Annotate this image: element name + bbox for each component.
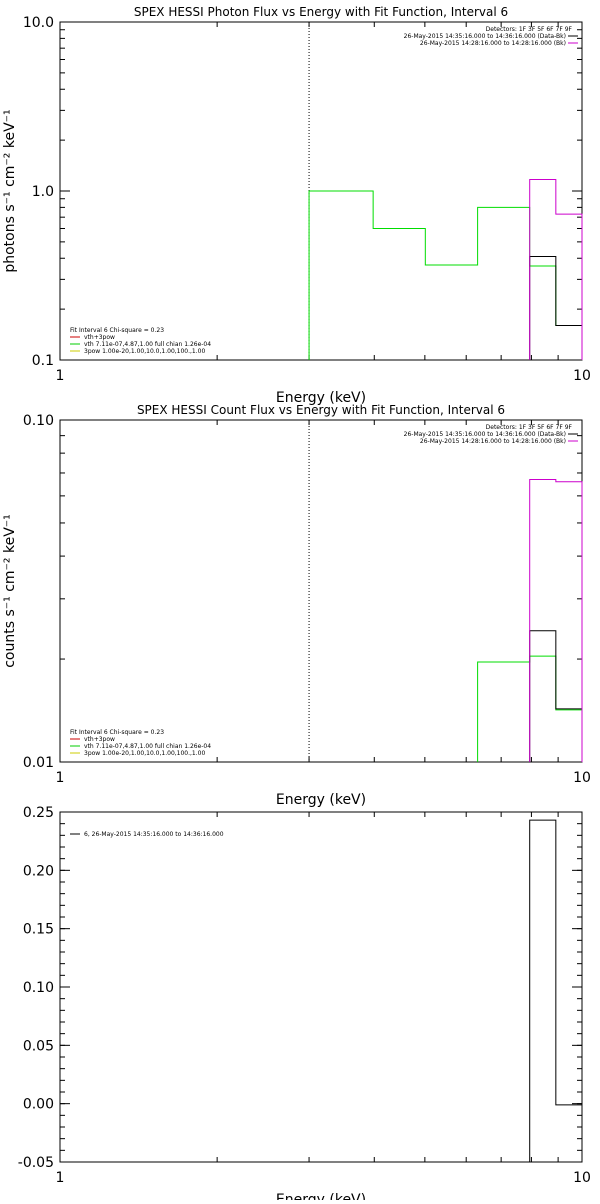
y-tick-label: 1.0 [32,184,54,200]
series-group [477,478,583,762]
legend-left-entry: vth 7.11e-07,4.87,1.00 full chian 1.26e-… [84,743,211,750]
y-axis-label: photons s⁻¹ cm⁻² keV⁻¹ [2,109,18,272]
x-axis-label: Energy (keV) [276,1192,366,1200]
y-tick-label: 0.1 [32,353,54,369]
plot-frame [59,811,583,1163]
y-tick-label: 0.20 [23,863,54,879]
x-tick-label: 10 [573,770,591,786]
series-1-steps [529,819,583,1162]
detectors-label: Detectors: 1F 3F 5F 6F 7F 9F [486,26,573,33]
y-tick-label: 0.10 [23,413,54,429]
x-axis-label: Energy (keV) [276,390,366,406]
y-tick-label: 0.05 [23,1038,54,1054]
y-axis-ticks [60,811,582,1163]
series-3-steps [529,478,583,762]
y-tick-label: 0.15 [23,922,54,938]
chart-title: SPEX HESSI Photon Flux vs Energy with Fi… [134,5,508,19]
legend-right-entry: 26-May-2015 14:35:16.000 to 14:36:16.000… [404,431,566,438]
x-axis-ticks [59,420,583,762]
y-tick-label: -0.05 [18,1155,54,1171]
series-1-steps [477,655,583,762]
x-axis-ticks [59,812,583,1162]
legend-left-entry: Fit Interval 6 Chi-square = 0.23 [70,729,164,736]
chart-panel-2: SPEX HESSI Count Flux vs Energy with Fit… [2,403,591,808]
legend-right-entry: 26-May-2015 14:35:16.000 to 14:36:16.000… [404,33,566,40]
y-tick-label: 0.01 [23,755,54,771]
chart-title: SPEX HESSI Count Flux vs Energy with Fit… [137,403,505,417]
series-2-steps [529,630,583,762]
x-tick-label: 1 [56,770,65,786]
legend-right-entry: 26-May-2015 14:28:16.000 to 14:28:16.000… [420,40,566,47]
y-tick-label: 0.00 [23,1097,54,1113]
x-axis-label: Energy (keV) [276,792,366,808]
x-tick-label: 1 [56,368,65,384]
legend-left-entry: Fit Interval 6 Chi-square = 0.23 [70,327,164,334]
y-axis-ticks [60,419,582,763]
series-2-steps [529,255,583,360]
legend-left-entry: 3pow 1.00e-20,1.00,10.0,1.00,100.,1.00 [84,750,205,757]
series-group [529,819,583,1162]
x-tick-label: 1 [56,1170,65,1186]
y-tick-label: 0.25 [23,805,54,821]
y-tick-label: 10.0 [23,15,54,31]
y-tick-label: 0.10 [23,980,54,996]
y-axis-label: counts s⁻¹ cm⁻² keV⁻¹ [2,514,18,668]
plot-frame [59,419,583,763]
legend-right-entry: 26-May-2015 14:28:16.000 to 14:28:16.000… [420,438,566,445]
y-axis-ticks [60,21,582,361]
legend-left-entry: vth 7.11e-07,4.87,1.00 full chian 1.26e-… [84,341,211,348]
chart-panel-3: 1 10 Energy (keV) -0.05 0.00 0.05 0.10 0.15 0.20… [18,805,591,1204]
x-tick-label: 10 [573,368,591,384]
legend-left-entry: 6, 26-May-2015 14:35:16.000 to 14:36:16.… [84,831,224,838]
x-tick-label: 10 [573,1170,591,1186]
chart-panel-1: SPEX HESSI Photon Flux vs Energy with Fi… [2,5,591,406]
detectors-label: Detectors: 1F 3F 5F 6F 7F 9F [486,424,573,431]
series-1-steps [308,190,583,360]
legend-left-entry: 3pow 1.00e-20,1.00,10.0,1.00,100.,1.00 [84,348,205,355]
series-group [308,178,583,360]
legend-left-entry: vth+3pow [84,334,115,341]
series-3-steps [529,178,583,360]
legend-left-entry: vth+3pow [84,736,115,743]
